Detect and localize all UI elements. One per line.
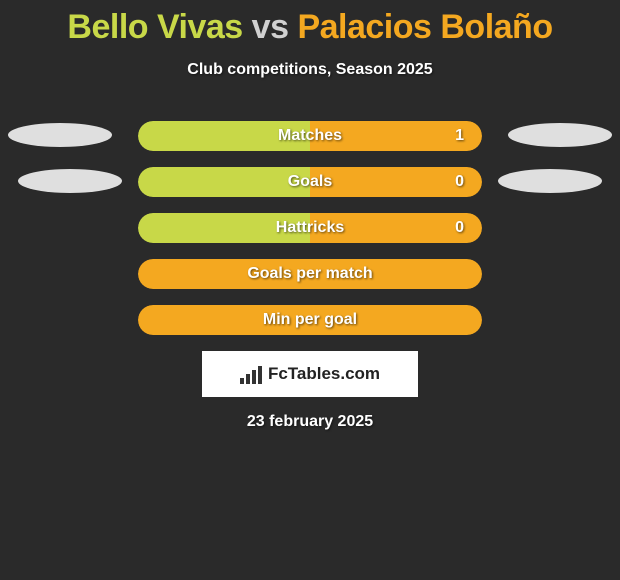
logo-box: FcTables.com xyxy=(202,351,418,397)
vs-separator: vs xyxy=(252,8,289,46)
stat-bar: Matches 1 xyxy=(138,121,482,151)
logo: FcTables.com xyxy=(240,364,380,384)
player1-name: Bello Vivas xyxy=(67,8,242,46)
chart-icon xyxy=(240,364,264,384)
stat-label: Hattricks xyxy=(276,219,344,237)
stat-bar: Hattricks 0 xyxy=(138,213,482,243)
player2-name: Palacios Bolaño xyxy=(297,8,552,46)
subtitle: Club competitions, Season 2025 xyxy=(0,61,620,79)
stat-label: Min per goal xyxy=(263,311,357,329)
stat-row: Min per goal xyxy=(0,305,620,335)
stat-label: Goals xyxy=(288,173,332,191)
stat-bar: Min per goal xyxy=(138,305,482,335)
stat-row: Goals 0 xyxy=(0,167,620,197)
stat-row: Hattricks 0 xyxy=(0,213,620,243)
date: 23 february 2025 xyxy=(0,413,620,431)
logo-text: FcTables.com xyxy=(268,364,380,384)
stat-value-right: 1 xyxy=(455,127,464,145)
stat-bar: Goals 0 xyxy=(138,167,482,197)
bar-left xyxy=(138,167,310,197)
stat-value-right: 0 xyxy=(455,219,464,237)
stat-value-right: 0 xyxy=(455,173,464,191)
stat-row: Matches 1 xyxy=(0,121,620,151)
stat-row: Goals per match xyxy=(0,259,620,289)
stat-bar: Goals per match xyxy=(138,259,482,289)
stat-label: Matches xyxy=(278,127,342,145)
stat-label: Goals per match xyxy=(247,265,372,283)
comparison-title: Bello Vivas vs Palacios Bolaño xyxy=(0,0,620,47)
stats-container: Matches 1 Goals 0 Hattricks 0 Goals per match M… xyxy=(0,121,620,335)
